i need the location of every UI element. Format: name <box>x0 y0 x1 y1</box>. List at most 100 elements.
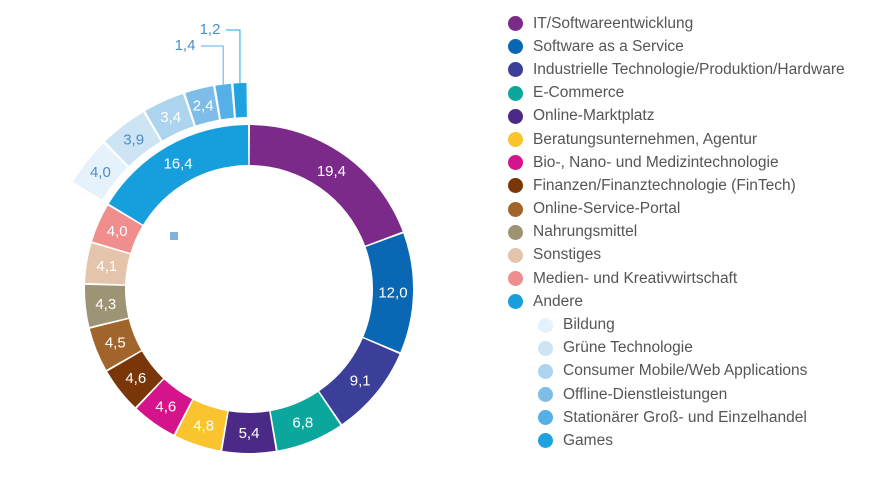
legend-label: Industrielle Technologie/Produktion/Hard… <box>533 60 845 78</box>
slice-label-it-softwareentwicklung: 19,4 <box>317 163 346 180</box>
slice-andere <box>108 125 249 225</box>
legend-item: Games <box>508 429 845 452</box>
slice-beratungsunternehmen-agentur <box>175 399 228 451</box>
legend-label: Stationärer Groß- und Einzelhandel <box>563 408 807 426</box>
legend-swatch <box>508 201 523 217</box>
legend-swatch <box>508 224 523 240</box>
slice-bio-nano-und-medizintechnologie <box>136 379 193 435</box>
legend-label: Online-Marktplatz <box>533 107 655 125</box>
slice-e-commerce <box>270 391 341 451</box>
slice-label-nahrungsmittel: 4,3 <box>95 296 116 313</box>
legend-item: Andere <box>508 290 845 313</box>
legend-item: Finanzen/Finanztechnologie (FinTech) <box>508 174 845 197</box>
legend-swatch <box>538 363 553 379</box>
legend-item: Grüne Technologie <box>508 337 845 360</box>
slice-online-marktplatz <box>222 411 276 453</box>
breakout-label-offline-dienstleistungen: 2,4 <box>193 98 214 115</box>
slice-label-bio-nano-und-medizintechnologie: 4,6 <box>155 399 176 416</box>
legend-swatch <box>538 340 553 356</box>
legend-label: Finanzen/Finanztechnologie (FinTech) <box>533 176 796 194</box>
legend-swatch <box>508 108 523 124</box>
legend-item: Beratungsunternehmen, Agentur <box>508 128 845 151</box>
slice-label-software-as-a-service: 12,0 <box>378 285 407 302</box>
legend-item: Offline-Dienstleistungen <box>508 383 845 406</box>
legend-swatch <box>508 132 523 148</box>
slice-label-beratungsunternehmen-agentur: 4,8 <box>193 418 214 435</box>
legend-label: Andere <box>533 292 583 310</box>
slice-it-softwareentwicklung <box>249 125 403 246</box>
breakout-label-gr-ne-technologie: 3,9 <box>123 131 144 148</box>
donut-chart: 19,4 12,0 9,1 6,8 5,4 4,8 4,6 4,6 4,5 4,3 4,1 4,0 16… <box>72 21 413 453</box>
breakout-label-consumer-mobile-web-applications: 3,4 <box>160 109 181 126</box>
legend-label: Bildung <box>563 316 615 334</box>
legend-label: Consumer Mobile/Web Applications <box>563 362 808 380</box>
slice-label-andere: 16,4 <box>163 156 192 173</box>
legend-label: E-Commerce <box>533 84 625 102</box>
legend-swatch <box>508 62 523 78</box>
legend-swatch <box>508 16 523 32</box>
legend-swatch <box>508 178 523 194</box>
breakout-slice-bildung <box>72 143 128 200</box>
breakout-slice-games <box>233 83 247 118</box>
legend-swatch <box>538 433 553 449</box>
chart-legend: IT/Softwareentwicklung Software as a Serv… <box>508 12 845 453</box>
slice-software-as-a-service <box>363 233 413 353</box>
legend-label: Medien- und Kreativwirtschaft <box>533 269 738 287</box>
breakout-label-bildung: 4,0 <box>90 164 111 181</box>
legend-item: Bio-, Nano- und Medizintechnologie <box>508 151 845 174</box>
breakout-slice-offline-dienstleistungen <box>185 86 219 126</box>
slice-label-online-service-portal: 4,5 <box>105 334 126 351</box>
legend-swatch <box>538 410 553 426</box>
legend-swatch <box>508 271 523 287</box>
slice-label-e-commerce: 6,8 <box>292 415 313 432</box>
legend-item: IT/Softwareentwicklung <box>508 12 845 35</box>
legend-swatch <box>508 85 523 101</box>
legend-item: Medien- und Kreativwirtschaft <box>508 267 845 290</box>
breakout-slice-station-rer-gro-und-einzelhandel <box>215 83 234 120</box>
legend-label: IT/Softwareentwicklung <box>533 14 694 32</box>
leader-line-station-rer-gro-und-einzelhandel <box>201 45 224 85</box>
legend-item: Stationärer Groß- und Einzelhandel <box>508 406 845 429</box>
legend-item: Bildung <box>508 313 845 336</box>
legend-item: Industrielle Technologie/Produktion/Hard… <box>508 58 845 81</box>
slice-finanzen-finanztechnologie-fintech <box>107 351 164 408</box>
legend-swatch <box>538 387 553 403</box>
slice-label-medien-und-kreativwirtschaft: 4,0 <box>107 223 128 240</box>
legend-label: Bio-, Nano- und Medizintechnologie <box>533 153 779 171</box>
legend-label: Nahrungsmittel <box>533 223 638 241</box>
breakout-ring <box>72 29 247 200</box>
legend-item: Sonstiges <box>508 244 845 267</box>
legend-item: Consumer Mobile/Web Applications <box>508 360 845 383</box>
legend-item: Software as a Service <box>508 35 845 58</box>
legend-label: Beratungsunternehmen, Agentur <box>533 130 758 148</box>
legend-swatch <box>508 39 523 55</box>
legend-swatch <box>508 294 523 310</box>
slice-label-online-marktplatz: 5,4 <box>239 425 260 442</box>
slice-sonstiges <box>85 243 130 285</box>
legend-label: Software as a Service <box>533 37 684 55</box>
legend-swatch <box>538 317 553 333</box>
slice-label-industrielle-technologie-produktion-hardware: 9,1 <box>350 372 371 389</box>
legend-item: Online-Marktplatz <box>508 105 845 128</box>
legend-swatch <box>508 155 523 171</box>
main-ring <box>85 125 413 453</box>
breakout-slice-consumer-mobile-web-applications <box>145 93 194 141</box>
slice-online-service-portal <box>89 319 142 370</box>
breakout-label-station-rer-gro-und-einzelhandel: 1,4 <box>175 37 196 54</box>
legend-label: Games <box>563 431 613 449</box>
legend-swatch <box>508 247 523 263</box>
slice-nahrungsmittel <box>85 284 129 327</box>
leader-line-games <box>226 29 241 84</box>
center-marker <box>170 232 178 240</box>
legend-label: Grüne Technologie <box>563 339 693 357</box>
legend-item: E-Commerce <box>508 82 845 105</box>
slice-industrielle-technologie-produktion-hardware <box>319 338 400 425</box>
legend-label: Online-Service-Portal <box>533 200 681 218</box>
breakout-label-games: 1,2 <box>200 21 221 38</box>
breakout-slice-gr-ne-technologie <box>105 112 161 166</box>
legend-label: Sonstiges <box>533 246 602 264</box>
slice-labels: 19,4 12,0 9,1 6,8 5,4 4,8 4,6 4,6 4,5 4,3 4,1 4,0 16… <box>90 21 408 442</box>
slice-medien-und-kreativwirtschaft <box>92 205 143 253</box>
legend-item: Nahrungsmittel <box>508 221 845 244</box>
legend-item: Online-Service-Portal <box>508 198 845 221</box>
